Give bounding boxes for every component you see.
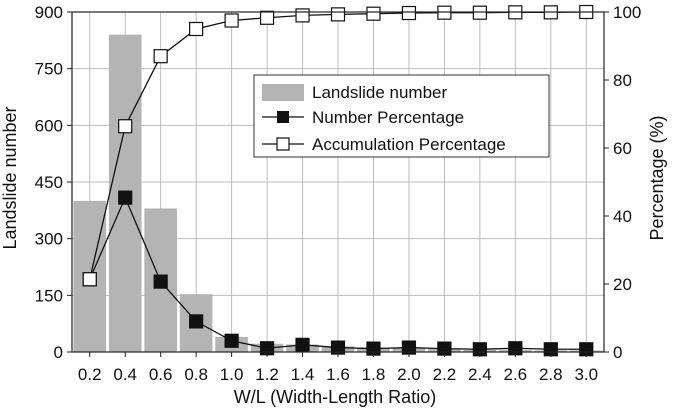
tick-label-right: 0 [613, 343, 622, 362]
point-accumulation-percentage [401, 5, 417, 21]
tick-label-left: 150 [35, 286, 63, 305]
legend-filled-square-marker [277, 111, 289, 123]
point-accumulation-percentage [366, 6, 381, 21]
legend-bar-swatch [262, 84, 304, 101]
legend-label-landslide-number: Landslide number [312, 83, 447, 102]
point-number-percentage [295, 337, 310, 352]
tick-label-x: 1.8 [362, 365, 386, 384]
tick-label-left: 600 [35, 116, 63, 135]
tick-label-x: 3.0 [574, 365, 598, 384]
tick-label-left: 0 [54, 343, 63, 362]
tick-label-x: 1.2 [255, 365, 279, 384]
tick-label-right: 80 [613, 71, 632, 90]
tick-label-right: 60 [613, 139, 632, 158]
tick-label-x: 0.8 [184, 365, 208, 384]
tick-label-left: 900 [35, 3, 63, 22]
legend-label-number-percentage: Number Percentage [312, 108, 464, 127]
legend-open-square-marker [276, 137, 290, 151]
tick-label-x: 0.4 [113, 365, 137, 384]
tick-label-x: 2.6 [504, 365, 528, 384]
tick-label-x: 2.0 [397, 365, 421, 384]
point-accumulation-percentage [259, 10, 275, 25]
point-number-percentage [153, 274, 168, 289]
point-accumulation-percentage [295, 8, 310, 23]
point-accumulation-percentage [437, 5, 452, 20]
tick-label-right: 100 [613, 3, 641, 22]
tick-label-x: 2.4 [468, 365, 492, 384]
point-accumulation-percentage [224, 13, 239, 28]
point-accumulation-percentage [330, 7, 346, 22]
tick-label-x: 2.8 [539, 365, 563, 384]
tick-label-left: 300 [35, 230, 63, 249]
tick-label-right: 20 [613, 275, 632, 294]
tick-label-x: 0.6 [149, 365, 173, 384]
tick-label-x: 2.2 [433, 365, 457, 384]
tick-labels: 0 150 300 450 600 750 900 0 20 40 60 80 100 0.2 0.4 0.6… [35, 3, 642, 384]
point-number-percentage [118, 190, 133, 205]
y-axis-left-label: Landslide number [0, 106, 20, 249]
x-axis-label: W/L (Width-Length Ratio) [234, 387, 436, 407]
point-accumulation-percentage [189, 21, 204, 37]
tick-label-x: 1.0 [220, 365, 244, 384]
tick-label-left: 450 [35, 173, 63, 192]
tick-label-x: 0.2 [78, 365, 102, 384]
tick-label-right: 40 [613, 207, 632, 226]
point-number-percentage [224, 333, 239, 348]
tick-label-x: 1.4 [291, 365, 315, 384]
tick-label-x: 1.6 [326, 365, 350, 384]
point-accumulation-percentage [118, 119, 133, 134]
y-axis-right-label: Percentage (%) [647, 115, 667, 240]
point-accumulation-percentage [153, 49, 168, 64]
plot-frame [67, 11, 609, 357]
legend: Landslide number Number Percentage Accum… [253, 74, 550, 158]
legend-label-accumulation-percentage: Accumulation Percentage [312, 135, 506, 154]
point-accumulation-percentage [82, 272, 97, 287]
point-number-percentage [189, 314, 204, 329]
tick-label-left: 750 [35, 60, 63, 79]
point-accumulation-percentage [472, 5, 487, 20]
